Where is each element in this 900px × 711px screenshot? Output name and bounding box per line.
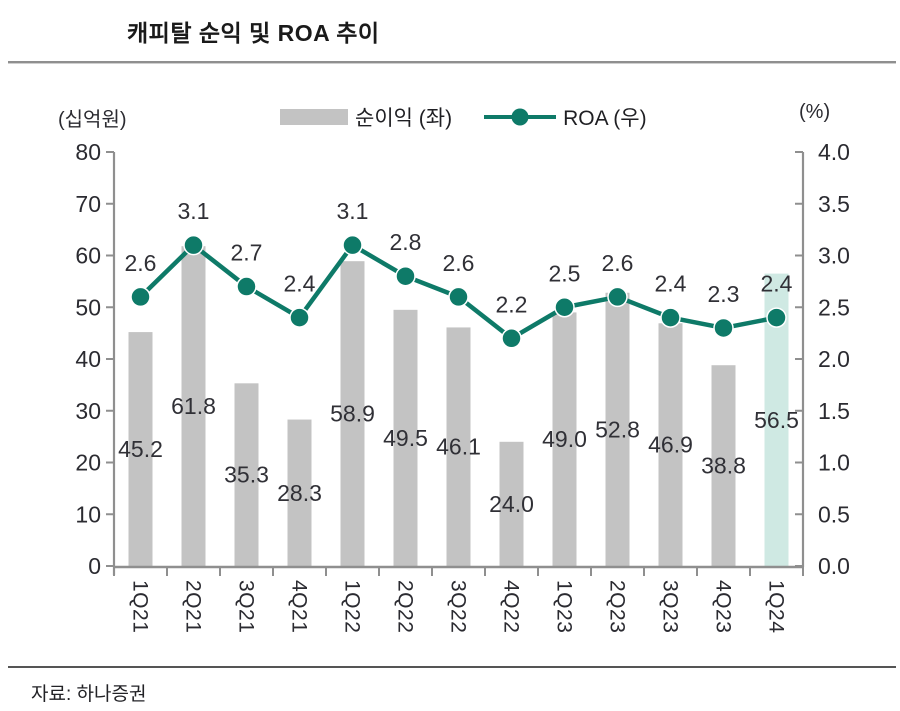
roa-point-1Q24 — [766, 307, 787, 328]
roa-value-label-2Q23: 2.6 — [602, 250, 634, 276]
footer-divider — [8, 666, 896, 668]
roa-point-1Q23 — [554, 297, 575, 318]
bar-value-label-4Q23: 38.8 — [701, 453, 746, 479]
right-axis-tick-label: 4.0 — [818, 139, 850, 165]
roa-value-label-4Q23: 2.3 — [708, 281, 740, 307]
bar-value-label-1Q24: 56.5 — [754, 407, 799, 433]
roa-value-label-2Q21: 3.1 — [178, 198, 210, 224]
bar-value-label-4Q21: 28.3 — [277, 480, 322, 506]
page-title: 캐피탈 순익 및 ROA 추이 — [127, 20, 380, 46]
bar-value-label-2Q23: 52.8 — [595, 416, 640, 442]
x-axis-label-1Q23: 1Q23 — [552, 580, 575, 633]
right-axis-tick-label: 2.0 — [818, 346, 850, 372]
roa-value-label-4Q22: 2.2 — [496, 291, 528, 317]
roa-value-label-1Q22: 3.1 — [337, 198, 369, 224]
roa-point-3Q22 — [448, 286, 469, 308]
roa-value-label-1Q24: 2.4 — [761, 271, 793, 297]
bar-value-label-1Q21: 45.2 — [118, 436, 163, 462]
net-income-swatch — [280, 109, 348, 125]
legend: 순이익 (좌) ROA (우) — [280, 102, 647, 132]
x-axis-label-2Q22: 2Q22 — [393, 580, 416, 633]
bar-value-label-1Q23: 49.0 — [542, 426, 587, 452]
left-axis-tick-label: 50 — [75, 294, 101, 320]
roa-value-label-4Q21: 2.4 — [284, 271, 316, 297]
legend-label-net-income: 순이익 (좌) — [355, 107, 453, 130]
roa-point-4Q23 — [713, 317, 734, 339]
left-axis-tick-label: 0 — [88, 553, 101, 579]
bar-value-label-2Q22: 49.5 — [383, 425, 428, 451]
right-axis-tick-label: 1.5 — [818, 398, 850, 424]
legend-item-net-income: 순이익 (좌) — [280, 102, 452, 132]
x-axis-label-1Q22: 1Q22 — [340, 580, 363, 633]
x-axis-label-4Q22: 4Q22 — [499, 580, 522, 633]
roa-value-label-1Q21: 2.6 — [125, 250, 157, 276]
right-axis-tick-label: 3.0 — [818, 243, 850, 269]
roa-point-4Q21 — [289, 307, 310, 328]
roa-point-2Q23 — [607, 286, 628, 308]
bar-value-label-4Q22: 24.0 — [489, 491, 534, 517]
legend-label-roa: ROA (우) — [563, 107, 647, 130]
roa-dot-icon — [511, 108, 529, 126]
roa-line-swatch — [484, 108, 557, 126]
bar-1Q21 — [128, 332, 153, 566]
bar-2Q23 — [605, 292, 630, 566]
right-axis-tick-label: 3.5 — [818, 191, 850, 217]
left-axis-tick-label: 60 — [75, 243, 101, 269]
right-axis-unit-label: (%) — [799, 101, 831, 123]
left-axis-tick-label: 40 — [75, 346, 101, 372]
source-note: 자료: 하나증권 — [31, 684, 147, 705]
bar-2Q22 — [393, 309, 418, 566]
right-axis-tick-label: 2.5 — [818, 294, 850, 320]
bar-1Q22 — [340, 261, 365, 566]
roa-value-label-1Q23: 2.5 — [549, 260, 581, 286]
bar-2Q21 — [181, 246, 206, 566]
roa-point-2Q21 — [183, 234, 204, 256]
x-axis-label-2Q21: 2Q21 — [181, 580, 204, 633]
roa-value-label-3Q23: 2.4 — [655, 271, 687, 297]
roa-point-1Q21 — [130, 286, 151, 308]
legend-item-roa: ROA (우) — [484, 102, 647, 132]
roa-value-label-3Q21: 2.7 — [231, 240, 263, 266]
bar-value-label-3Q23: 46.9 — [648, 432, 693, 458]
x-axis-label-3Q23: 3Q23 — [658, 580, 681, 633]
x-axis-label-1Q21: 1Q21 — [128, 580, 151, 633]
bar-3Q22 — [446, 327, 471, 566]
bar-value-label-3Q22: 46.1 — [436, 434, 481, 460]
bar-1Q23 — [552, 312, 577, 566]
bar-value-label-3Q21: 35.3 — [224, 462, 269, 488]
x-axis-label-3Q21: 3Q21 — [234, 580, 257, 633]
left-axis-tick-label: 30 — [75, 398, 101, 424]
bar-3Q21 — [234, 383, 259, 566]
roa-value-label-3Q22: 2.6 — [443, 250, 475, 276]
right-axis-tick-label: 0.0 — [818, 553, 850, 579]
x-axis-label-3Q22: 3Q22 — [446, 580, 469, 633]
roa-value-label-2Q22: 2.8 — [390, 229, 422, 255]
bar-value-label-2Q21: 61.8 — [171, 393, 216, 419]
left-axis-tick-label: 70 — [75, 191, 101, 217]
bar-4Q23 — [711, 365, 736, 566]
x-axis-label-4Q23: 4Q23 — [711, 580, 734, 633]
right-axis-tick-label: 1.0 — [818, 450, 850, 476]
roa-point-1Q22 — [342, 234, 363, 256]
header-divider — [8, 61, 896, 64]
bar-4Q22 — [499, 441, 524, 566]
left-axis-tick-label: 80 — [75, 139, 101, 165]
right-axis-tick-label: 0.5 — [818, 501, 850, 527]
bar-value-label-1Q22: 58.9 — [330, 401, 375, 427]
bar-4Q21 — [287, 419, 312, 566]
bar-3Q23 — [658, 323, 683, 566]
roa-point-3Q21 — [236, 276, 257, 297]
left-axis-tick-label: 10 — [75, 501, 101, 527]
left-axis-tick-label: 20 — [75, 450, 101, 476]
roa-point-3Q23 — [660, 307, 681, 328]
left-axis-unit-label: (십억원) — [58, 109, 127, 131]
x-axis-label-1Q24: 1Q24 — [764, 580, 787, 633]
x-axis-label-4Q21: 4Q21 — [287, 580, 310, 633]
roa-point-4Q22 — [501, 328, 522, 349]
x-axis-label-2Q23: 2Q23 — [605, 580, 628, 633]
roa-point-2Q22 — [395, 265, 416, 287]
